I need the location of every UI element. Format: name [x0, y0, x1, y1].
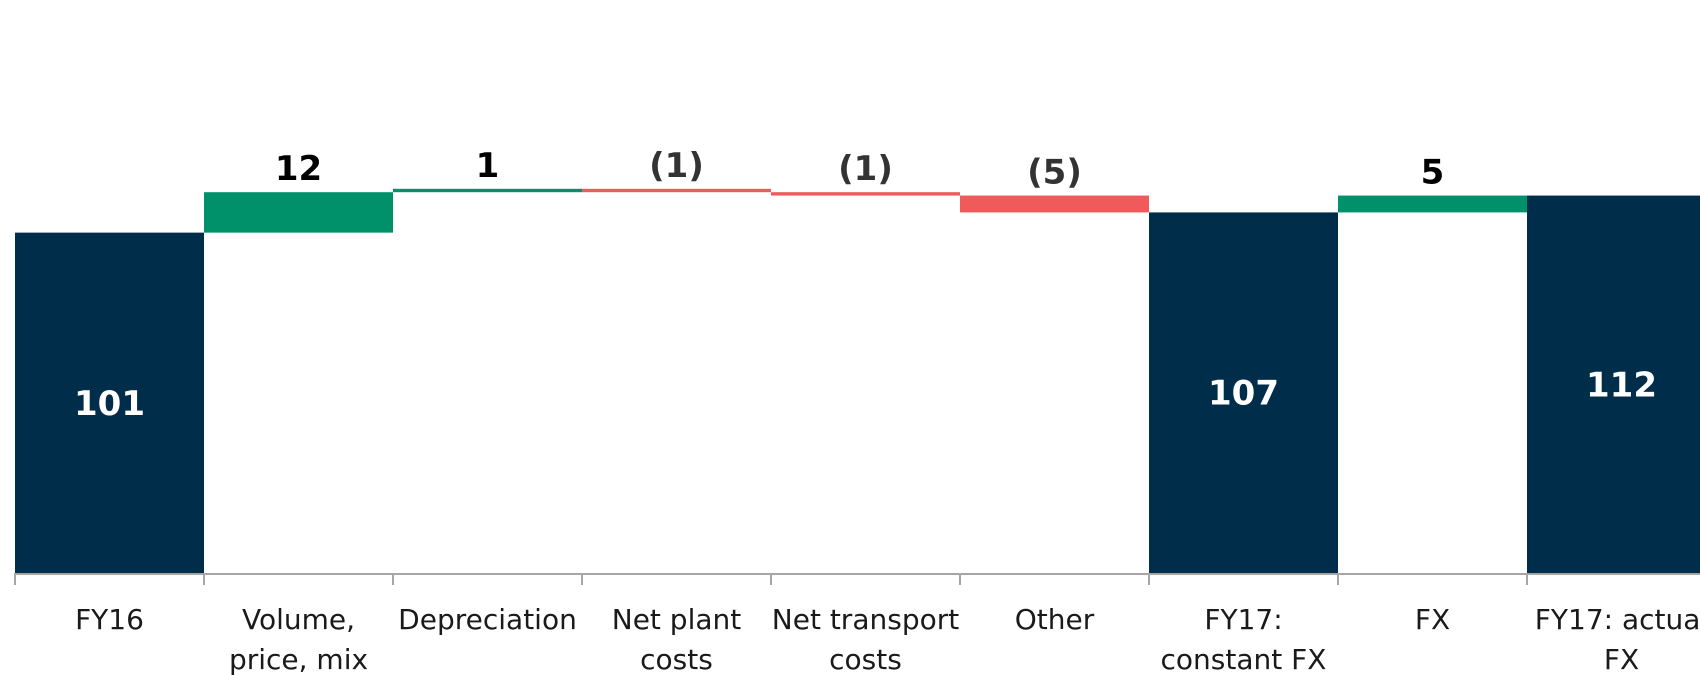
category-label-7-0: FX: [1415, 603, 1450, 636]
data-label-7: 5: [1421, 153, 1445, 193]
bar-1: [204, 192, 393, 233]
bar-8: [1527, 195, 1700, 573]
category-label-5-0: Other: [1015, 603, 1095, 636]
data-label-8: 112: [1586, 365, 1657, 405]
category-label-3-0: Net plant: [612, 603, 742, 636]
bar-2: [393, 188, 582, 193]
bar-6: [1149, 212, 1338, 573]
bar-4: [771, 192, 960, 196]
category-label-0-0: FY16: [75, 603, 144, 636]
data-label-4: (1): [838, 149, 893, 189]
data-labels-group: 101 12 1 (1) (1) (5) 107 5 112: [74, 146, 1657, 424]
bars-group: [15, 188, 1700, 573]
category-label-4-1: costs: [829, 643, 902, 675]
category-label-3-1: costs: [640, 643, 713, 675]
bar-0: [15, 232, 204, 573]
bar-5: [960, 195, 1149, 213]
data-label-2: 1: [476, 146, 500, 186]
category-label-8-1: FX: [1604, 643, 1639, 675]
category-labels-group: FY16 Volume, price, mix Depreciation Net pla…: [75, 603, 1700, 675]
data-label-6: 107: [1208, 374, 1279, 414]
category-label-2-0: Depreciation: [398, 603, 577, 636]
bar-3: [582, 188, 771, 193]
data-label-0: 101: [74, 384, 145, 424]
category-label-6-1: constant FX: [1161, 643, 1327, 675]
data-label-1: 12: [275, 149, 322, 189]
category-label-1-1: price, mix: [229, 643, 368, 675]
data-label-5: (5): [1027, 153, 1082, 193]
category-label-8-0: FY17: actual: [1535, 603, 1700, 636]
category-label-4-0: Net transport: [772, 603, 959, 636]
category-label-6-0: FY17:: [1204, 603, 1282, 636]
x-axis: [14, 573, 1700, 585]
data-label-3: (1): [649, 146, 704, 186]
bar-7: [1338, 195, 1527, 213]
category-label-1-0: Volume,: [242, 603, 355, 636]
